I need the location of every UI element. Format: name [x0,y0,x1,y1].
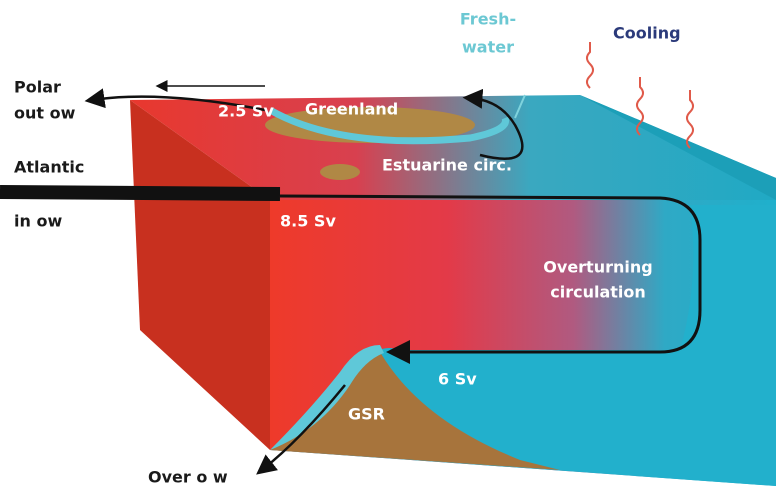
cooling-arrow [686,90,694,149]
overturning-label: circulation [550,283,646,302]
cooling-arrow [636,77,644,136]
ocean-block [130,95,776,486]
freshwater-arrow [514,94,526,119]
greenland [265,107,475,143]
coastal-current [268,106,509,145]
flow-label: 6 Sv [438,370,477,389]
cooling-arrow [586,42,594,89]
freshwater-label: water [462,38,514,57]
labels: Fresh- water Cooling Polar out ow 2.5 Sv… [14,10,681,486]
overturning-arrow [279,194,702,364]
cooling-label: Cooling [613,24,681,43]
gsr-label: GSR [348,405,385,424]
estuarine-label: Estuarine circ. [382,156,512,175]
island [320,164,360,180]
estuarine-arrow [462,88,524,160]
atlantic-inflow-label: Atlantic [14,158,84,177]
cooling-arrows [586,42,694,149]
polar-outflow-label: Polar [14,78,61,97]
freshwater-label: Fresh- [460,10,516,29]
overturning-label: Overturning [543,258,652,277]
top-edge [580,95,776,200]
atlantic-inflow-label: in ow [14,212,62,231]
overflow-arrow [256,384,346,475]
flow-label: 2.5 Sv [218,102,274,121]
overflow-water [270,345,384,450]
flow-label: 8.5 Sv [280,212,336,231]
polar-outflow-label: out ow [14,104,76,123]
inflow-bar [0,185,281,201]
arrows [0,80,702,475]
greenland-label: Greenland [305,100,398,119]
polar-arrow [84,88,266,112]
overflow-label: Over o w [148,468,228,486]
